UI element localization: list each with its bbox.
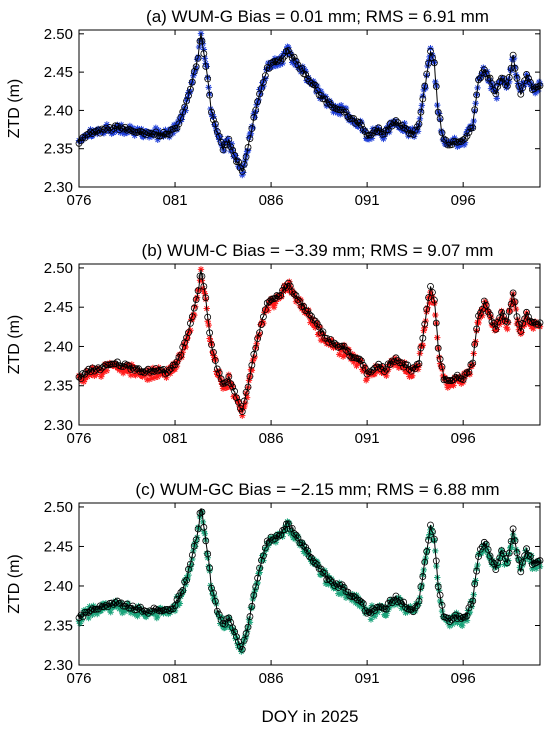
estimate-series [76,266,543,419]
x-axis-label: DOY in 2025 [261,707,358,726]
panel-title: (b) WUM-C Bias = −3.39 mm; RMS = 9.07 mm [142,241,494,260]
reference-line [79,270,540,412]
x-tick-label: 096 [451,670,476,687]
panel-title: (a) WUM-G Bias = 0.01 mm; RMS = 6.91 mm [146,7,489,26]
x-tick-label: 086 [259,670,284,687]
x-tick-label: 081 [163,192,188,209]
y-tick-label: 2.40 [44,102,73,119]
plot-frame [79,503,540,665]
y-axis-label: ZTD (m) [6,554,23,614]
panel-0: (a) WUM-G Bias = 0.01 mm; RMS = 6.91 mm Z… [6,7,543,209]
y-tick-label: 2.40 [44,578,73,595]
x-tick-label: 096 [451,430,476,447]
panel-title: (c) WUM-GC Bias = −2.15 mm; RMS = 6.88 m… [135,480,499,499]
x-tick-label: 076 [66,670,91,687]
y-tick-label: 2.35 [44,617,73,634]
x-tick-label: 081 [163,430,188,447]
panel-2: (c) WUM-GC Bias = −2.15 mm; RMS = 6.88 m… [6,480,543,687]
x-tick-label: 091 [355,430,380,447]
reference-line [79,508,540,650]
x-tick-label: 076 [66,192,91,209]
y-tick-label: 2.50 [44,26,73,43]
y-tick-label: 2.35 [44,378,73,395]
y-tick-label: 2.45 [44,299,73,316]
x-tick-label: 096 [451,192,476,209]
plot-frame [79,264,540,425]
estimate-series [76,30,543,178]
x-tick-label: 091 [355,670,380,687]
panel-1: (b) WUM-C Bias = −3.39 mm; RMS = 9.07 mm… [6,241,543,447]
y-tick-label: 2.45 [44,64,73,81]
y-tick-label: 2.50 [44,499,73,516]
y-axis-label: ZTD (m) [6,79,23,139]
y-tick-label: 2.45 [44,538,73,555]
reference-line [79,33,540,171]
y-axis-label: ZTD (m) [6,315,23,375]
y-tick-label: 2.40 [44,338,73,355]
estimate-point [475,320,481,326]
x-tick-label: 086 [259,192,284,209]
x-tick-label: 086 [259,430,284,447]
x-tick-label: 076 [66,430,91,447]
x-tick-label: 081 [163,670,188,687]
plot-frame [79,30,540,187]
y-tick-label: 2.35 [44,141,73,158]
estimate-point [459,623,465,629]
y-tick-label: 2.50 [44,260,73,277]
x-tick-label: 091 [355,192,380,209]
reference-series [76,38,543,174]
